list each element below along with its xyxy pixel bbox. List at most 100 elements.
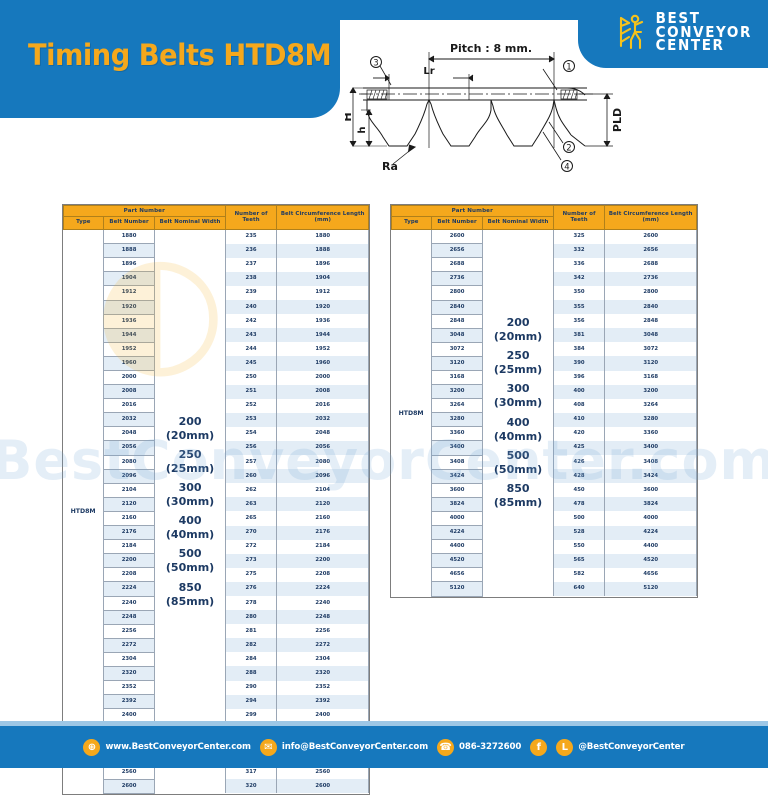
table-row: 3824 478 3824 xyxy=(392,496,697,512)
table-row: 2056 256 2056 xyxy=(64,440,369,456)
footer-bar: ⊕ www.BestConveyorCenter.com ✉ info@BestCon… xyxy=(0,726,768,768)
cell-belt-number: 2176 xyxy=(102,525,156,541)
belt-table-right: Part Number Number of Teeth Belt Circumf… xyxy=(390,204,698,598)
header-belt-number: Belt Number xyxy=(430,216,484,231)
cell-circumference: 2656 xyxy=(604,243,697,258)
cell-circumference: 2600 xyxy=(276,779,369,794)
cell-circumference: 3264 xyxy=(604,398,697,413)
cell-number-of-teeth: 294 xyxy=(224,694,278,709)
header-circumference: Belt Circumference Length (mm) xyxy=(604,204,697,231)
line-icon[interactable]: L xyxy=(556,738,574,756)
cell-belt-number: 2320 xyxy=(102,665,156,682)
width-option: 300 (30mm) xyxy=(165,481,215,509)
width-option: 400 (40mm) xyxy=(493,415,543,443)
logo-line-best: BEST xyxy=(655,9,701,28)
cell-belt-number: 2120 xyxy=(102,496,156,512)
cell-circumference: 3600 xyxy=(604,483,697,498)
cell-circumference: 2016 xyxy=(276,398,369,413)
header-part-number: Part Number xyxy=(391,204,554,218)
header-belt-number: Belt Number xyxy=(102,216,156,231)
header-number-of-teeth: Number of Teeth xyxy=(224,204,278,231)
cell-number-of-teeth: 299 xyxy=(224,708,278,723)
conveyor-worker-icon xyxy=(619,14,643,50)
cell-belt-number: 2008 xyxy=(102,384,156,400)
cell-belt-number: 2272 xyxy=(102,637,156,653)
cell-belt-number: 2000 xyxy=(102,370,156,386)
cell-circumference: 3120 xyxy=(604,356,697,371)
cell-circumference: 1880 xyxy=(276,229,369,244)
cell-belt-number: 3048 xyxy=(430,327,484,343)
table-row: 3200 400 3200 xyxy=(392,384,697,400)
footer-item[interactable]: L @BestConveyorCenter xyxy=(556,738,685,756)
cell-belt-number: 4520 xyxy=(430,553,484,569)
belt-table-left-body: HTD8M 1880 200 (20mm) 250 (25mm) 300 (30mm) 400(… xyxy=(63,229,369,794)
cell-circumference: 2200 xyxy=(276,553,369,568)
cell-circumference: 3360 xyxy=(604,426,697,441)
table-row: 1944 243 1944 xyxy=(64,327,369,343)
cell-number-of-teeth: 350 xyxy=(552,285,606,301)
cell-circumference: 4520 xyxy=(604,553,697,568)
cell-circumference: 3408 xyxy=(604,455,697,470)
cell-circumference: 2056 xyxy=(276,440,369,456)
cell-belt-number: 2208 xyxy=(102,567,156,583)
footer-item[interactable]: ✉ info@BestConveyorCenter.com xyxy=(259,738,428,756)
cell-belt-number: 4224 xyxy=(430,525,484,541)
cell-number-of-teeth: 250 xyxy=(224,370,278,385)
footer-item[interactable]: ☎ 086-3272600 xyxy=(437,738,521,756)
cell-number-of-teeth: 420 xyxy=(552,426,606,441)
globe-icon[interactable]: ⊕ xyxy=(83,738,101,756)
table-row: 2048 254 2048 xyxy=(64,426,369,442)
cell-number-of-teeth: 390 xyxy=(552,356,606,371)
cell-belt-number: 2392 xyxy=(102,694,156,710)
footer-item[interactable]: ⊕ www.BestConveyorCenter.com xyxy=(83,738,251,756)
cell-circumference: 1896 xyxy=(276,257,369,272)
cell-circumference: 3200 xyxy=(604,384,697,399)
table-row: 2184 272 2184 xyxy=(64,539,369,555)
cell-circumference: 2048 xyxy=(276,426,369,441)
cell-circumference: 2304 xyxy=(276,652,369,667)
cell-number-of-teeth: 450 xyxy=(552,483,606,498)
cell-belt-number: 1960 xyxy=(102,355,156,372)
phone-icon[interactable]: ☎ xyxy=(437,738,455,756)
table-row: 2208 275 2208 xyxy=(64,567,369,583)
cell-belt-number: 2736 xyxy=(430,271,484,287)
table-row: 2200 273 2200 xyxy=(64,553,369,569)
cell-belt-number: 2048 xyxy=(102,426,156,442)
header-number-of-teeth: Number of Teeth xyxy=(552,204,606,231)
table-row: 3360 420 3360 xyxy=(392,426,697,442)
width-option: 200 (20mm) xyxy=(493,316,543,344)
cell-number-of-teeth: 262 xyxy=(224,483,278,498)
cell-belt-number: 2600 xyxy=(430,229,484,245)
table-row: 2248 280 2248 xyxy=(64,609,369,625)
cell-circumference: 1912 xyxy=(276,285,369,301)
cell-belt-number: 2224 xyxy=(102,581,156,597)
cell-belt-number: 3072 xyxy=(430,341,484,357)
envelope-icon[interactable]: ✉ xyxy=(259,738,277,756)
header-part-number: Part Number xyxy=(63,204,226,218)
cell-belt-number: 2096 xyxy=(102,468,156,484)
cell-belt-number: 2256 xyxy=(102,623,156,639)
table-row: 3168 396 3168 xyxy=(392,370,697,386)
cell-circumference: 1944 xyxy=(276,328,369,343)
cell-number-of-teeth: 275 xyxy=(224,567,278,582)
table-row: 2080 257 2080 xyxy=(64,454,369,470)
cell-belt-number: 3824 xyxy=(430,496,484,512)
header-belt-nominal-width: Belt Nominal Width xyxy=(482,216,554,231)
facebook-icon[interactable]: f xyxy=(530,738,548,756)
cell-number-of-teeth: 245 xyxy=(224,356,278,371)
table-row: 5120 640 5120 xyxy=(392,581,697,597)
header-band: Timing Belts HTD8M BEST CONVEYOR CENTER xyxy=(0,0,768,188)
footer-item[interactable]: f xyxy=(530,738,548,756)
cell-type: HTD8M xyxy=(63,229,104,794)
width-option: 250 (25mm) xyxy=(165,447,215,475)
cell-number-of-teeth: 265 xyxy=(224,511,278,526)
table-row: 3424 428 3424 xyxy=(392,468,697,484)
cell-number-of-teeth: 384 xyxy=(552,342,606,357)
cell-number-of-teeth: 243 xyxy=(224,328,278,343)
cell-number-of-teeth: 240 xyxy=(224,300,278,315)
width-option: 200 (20mm) xyxy=(165,414,215,442)
cell-circumference: 2032 xyxy=(276,412,369,427)
cell-number-of-teeth: 400 xyxy=(552,384,606,399)
cell-belt-number: 1912 xyxy=(102,285,156,301)
cell-belt-number: 3264 xyxy=(430,398,484,414)
